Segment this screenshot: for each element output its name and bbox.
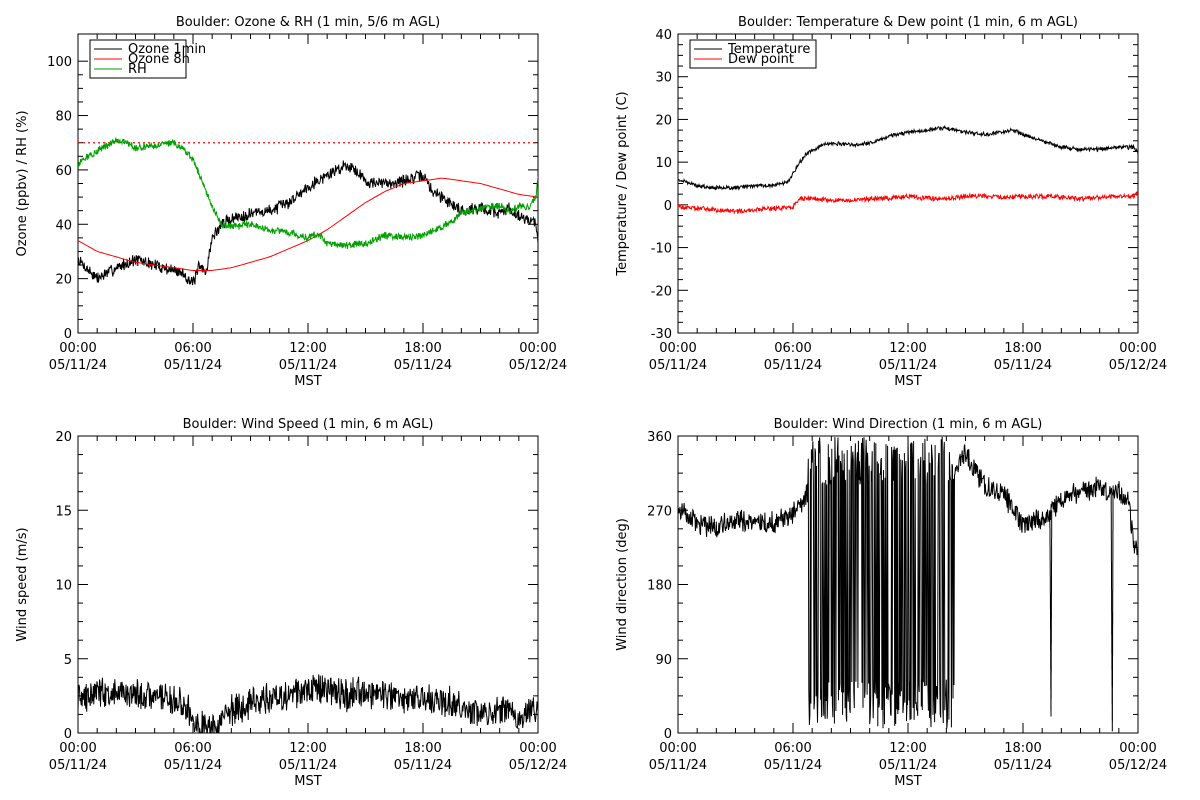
x-tick-label-date: 05/11/24: [49, 758, 107, 773]
x-tick-label-time: 00:00: [1119, 741, 1156, 756]
y-axis-label: Wind speed (m/s): [15, 527, 30, 641]
x-tick-label-time: 00:00: [59, 741, 96, 756]
x-tick-label-date: 05/12/24: [1109, 358, 1167, 373]
x-tick-label-date: 05/11/24: [994, 758, 1052, 773]
chart-panel-2: Boulder: Temperature & Dew point (1 min,…: [615, 15, 1167, 389]
legend-label: Ozone 1min: [128, 42, 206, 57]
chart-panel-3: Boulder: Wind Speed (1 min, 6 m AGL) 0 5 10…: [15, 417, 567, 789]
y-tick-label: 20: [655, 113, 672, 128]
y-tick-label: 0: [664, 199, 672, 214]
x-tick-label-date: 05/11/24: [279, 358, 337, 373]
x-tick-label-time: 00:00: [659, 741, 696, 756]
x-tick-label-time: 12:00: [889, 741, 926, 756]
x-tick-label-date: 05/11/24: [649, 358, 707, 373]
x-tick-label-time: 00:00: [659, 341, 696, 356]
x-tick-label-time: 12:00: [889, 341, 926, 356]
y-tick-label: -30: [651, 327, 672, 342]
x-tick-label-time: 00:00: [59, 341, 96, 356]
y-tick-label: 5: [64, 653, 72, 668]
y-tick-label: 10: [55, 579, 72, 594]
x-tick-label-time: 18:00: [404, 741, 441, 756]
x-tick-label-date: 05/11/24: [764, 358, 822, 373]
y-tick-label: 100: [47, 55, 72, 70]
x-tick-label-date: 05/11/24: [279, 758, 337, 773]
y-tick-label: 20: [55, 430, 72, 445]
chart-panel-1: Boulder: Ozone & RH (1 min, 5/6 m AGL) 0 2…: [15, 15, 567, 389]
x-tick-label-date: 05/11/24: [164, 358, 222, 373]
x-tick-label-date: 05/11/24: [764, 758, 822, 773]
y-tick-label: 180: [647, 579, 672, 594]
y-tick-label: 40: [55, 218, 72, 233]
x-tick-label-date: 05/11/24: [394, 358, 452, 373]
x-tick-label-time: 06:00: [174, 341, 211, 356]
y-tick-label: -10: [651, 242, 672, 257]
x-tick-label-time: 12:00: [289, 341, 326, 356]
series-line: [78, 177, 538, 271]
x-tick-label-date: 05/11/24: [49, 358, 107, 373]
x-tick-label-time: 06:00: [774, 341, 811, 356]
series-line: [678, 436, 1138, 729]
y-tick-label: -20: [651, 284, 672, 299]
x-tick-label-date: 05/12/24: [509, 358, 567, 373]
x-tick-label-date: 05/11/24: [994, 358, 1052, 373]
y-tick-label: 40: [655, 28, 672, 43]
y-tick-label: 10: [655, 156, 672, 171]
x-tick-label-time: 06:00: [774, 741, 811, 756]
x-tick-label-date: 05/11/24: [879, 758, 937, 773]
x-tick-label-time: 00:00: [519, 341, 556, 356]
y-tick-label: 0: [64, 327, 72, 342]
x-axis-label: MST: [894, 774, 921, 789]
x-tick-label-date: 05/11/24: [164, 758, 222, 773]
series-line: [1110, 485, 1114, 732]
y-tick-label: 20: [55, 273, 72, 288]
x-axis-label: MST: [894, 374, 921, 389]
legend-label: Ozone 8h: [128, 52, 190, 67]
series-line: [78, 160, 538, 286]
y-tick-label: 30: [655, 71, 672, 86]
legend-label: Dew point: [728, 52, 794, 67]
x-tick-label-date: 05/12/24: [1109, 758, 1167, 773]
chart-title: Boulder: Temperature & Dew point (1 min,…: [738, 15, 1078, 30]
y-axis-label: Wind direction (deg): [615, 518, 630, 651]
x-tick-label-time: 18:00: [1004, 741, 1041, 756]
series-line: [678, 191, 1138, 215]
x-tick-label-time: 18:00: [404, 341, 441, 356]
series-line: [1049, 510, 1053, 717]
legend-box: [689, 39, 817, 69]
legend-label: RH: [128, 62, 147, 77]
series-line: [78, 137, 538, 250]
y-tick-label: 90: [655, 653, 672, 668]
y-tick-label: 0: [664, 727, 672, 742]
y-axis-label: Temperature / Dew point (C): [615, 91, 630, 276]
x-axis-label: MST: [294, 774, 321, 789]
chart-title: Boulder: Wind Speed (1 min, 6 m AGL): [183, 417, 434, 432]
chart-panel-4: Boulder: Wind Direction (1 min, 6 m AGL)…: [615, 417, 1167, 789]
x-tick-label-time: 00:00: [519, 741, 556, 756]
y-axis-label: Ozone (ppbv) / RH (%): [15, 110, 30, 256]
x-tick-label-date: 05/11/24: [649, 758, 707, 773]
x-tick-label-date: 05/11/24: [394, 758, 452, 773]
y-tick-label: 60: [55, 164, 72, 179]
x-tick-label-time: 00:00: [1119, 341, 1156, 356]
y-tick-label: 270: [647, 504, 672, 519]
y-tick-label: 15: [55, 504, 72, 519]
x-tick-label-time: 06:00: [174, 741, 211, 756]
plot-frame: [677, 33, 1139, 334]
x-tick-label-time: 18:00: [1004, 341, 1041, 356]
y-tick-label: 0: [64, 727, 72, 742]
x-tick-label-time: 12:00: [289, 741, 326, 756]
x-tick-label-date: 05/11/24: [879, 358, 937, 373]
series-line: [678, 124, 1138, 191]
x-tick-label-date: 05/12/24: [509, 758, 567, 773]
y-tick-label: 360: [647, 430, 672, 445]
y-tick-label: 80: [55, 110, 72, 125]
chart-title: Boulder: Wind Direction (1 min, 6 m AGL): [774, 417, 1043, 432]
series-line: [78, 674, 538, 733]
plot-frame: [77, 33, 539, 334]
x-axis-label: MST: [294, 374, 321, 389]
chart-title: Boulder: Ozone & RH (1 min, 5/6 m AGL): [176, 15, 440, 30]
legend-label: Temperature: [727, 42, 810, 57]
